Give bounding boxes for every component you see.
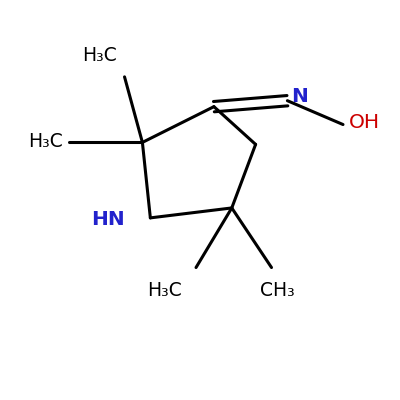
Text: H₃C: H₃C	[82, 46, 116, 65]
Text: N: N	[291, 87, 308, 106]
Text: CH₃: CH₃	[260, 282, 294, 300]
Text: H₃C: H₃C	[147, 282, 182, 300]
Text: OH: OH	[349, 113, 380, 132]
Text: H₃C: H₃C	[28, 132, 63, 151]
Text: HN: HN	[91, 210, 124, 229]
